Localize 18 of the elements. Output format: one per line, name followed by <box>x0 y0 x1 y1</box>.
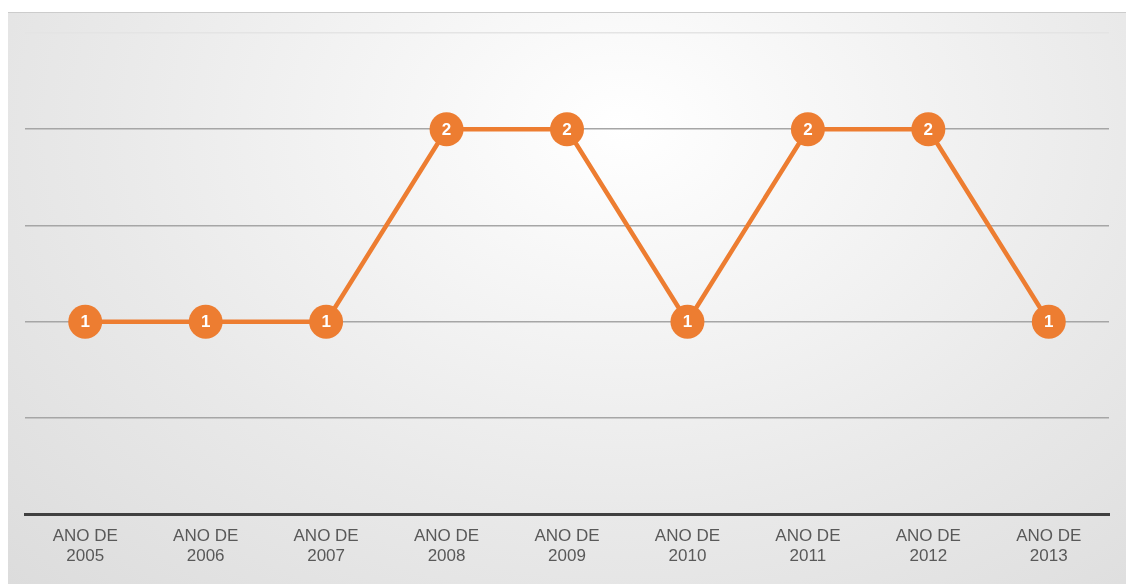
x-tick-label: ANO DE 2008 <box>413 526 480 566</box>
data-label: 1 <box>321 312 331 332</box>
x-tick-label: ANO DE 2010 <box>654 526 721 566</box>
data-label: 2 <box>803 119 813 139</box>
x-tick-label: ANO DE 2006 <box>173 526 239 566</box>
data-label: 1 <box>80 312 90 332</box>
x-tick-label: ANO DE 2012 <box>895 526 961 566</box>
x-tick-label: ANO DE 2007 <box>293 526 359 566</box>
x-tick-label: ANO DE 2011 <box>775 526 841 566</box>
data-label: 1 <box>1044 312 1054 332</box>
data-label: 1 <box>200 312 211 332</box>
data-label: 2 <box>441 119 452 139</box>
x-tick-label: ANO DE 2009 <box>534 526 600 566</box>
x-tick-label: ANO DE 2005 <box>52 526 118 566</box>
data-label: 1 <box>682 312 693 332</box>
data-label: 2 <box>562 119 572 139</box>
x-tick-label: ANO DE 2013 <box>1016 526 1082 566</box>
data-label: 2 <box>923 119 934 139</box>
